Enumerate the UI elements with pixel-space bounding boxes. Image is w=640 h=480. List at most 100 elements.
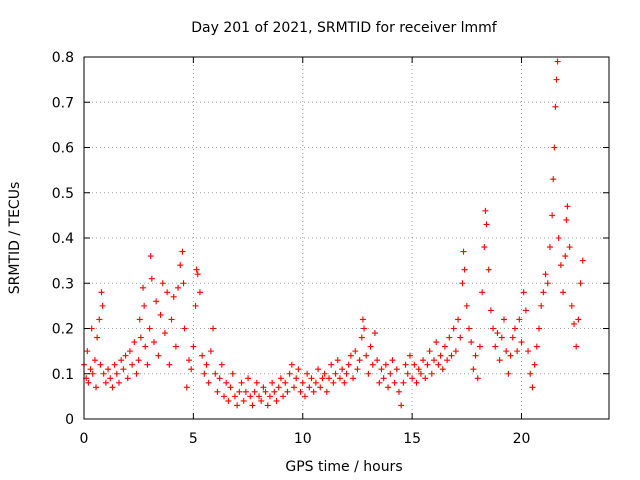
data-point [326,375,332,382]
data-point [216,375,223,382]
data-point [186,357,192,364]
data-point [258,397,265,404]
data-point [137,334,144,341]
y-tick-label: 0.2 [52,322,74,338]
data-point [242,388,249,395]
data-point [511,325,518,332]
data-point [555,235,562,241]
data-point [444,357,451,364]
data-point [286,370,293,377]
x-axis-label: GPS time / hours [285,459,402,475]
data-point [98,289,105,296]
data-point [568,302,575,309]
data-point [369,361,376,368]
data-point [203,361,210,368]
data-point [378,366,385,373]
data-point [227,384,234,391]
data-point [490,325,497,332]
data-point [129,361,136,368]
data-point [527,370,534,377]
data-point [170,293,177,300]
data-point [260,384,267,391]
data-point [332,370,339,377]
data-point [339,366,346,373]
data-point [457,334,464,341]
data-point [97,361,104,368]
data-point [509,334,516,341]
data-point [450,325,457,332]
data-point [323,388,330,395]
data-point [411,361,418,368]
data-point [288,361,295,368]
data-point [94,334,101,341]
data-point [439,366,446,373]
x-tick-label: 15 [403,431,421,447]
data-point [181,325,188,332]
data-point [492,343,499,350]
data-point [155,352,162,359]
data-point [190,343,197,350]
data-point [122,352,129,359]
data-point [96,316,103,323]
data-point [196,289,203,296]
data-point [361,325,367,332]
data-point [328,361,335,368]
data-point [188,366,195,373]
data-point [482,207,489,214]
data-point [540,289,547,296]
data-point [247,393,254,400]
data-point [89,370,96,377]
data-point [126,348,133,355]
data-point [159,280,166,287]
data-point [402,361,409,368]
data-point [426,348,433,355]
data-point [100,370,107,377]
data-point [562,253,569,260]
data-point [192,302,199,309]
data-point [315,366,322,373]
data-point [531,361,538,368]
y-tick-label: 0.8 [52,50,74,66]
data-point [514,348,521,355]
data-point [359,316,366,323]
x-tick-label: 0 [80,431,89,447]
data-point [553,76,560,83]
data-point [573,343,580,350]
data-point [212,370,219,377]
data-point [253,379,260,386]
y-tick-label: 0.4 [52,231,74,247]
data-point [452,348,459,355]
data-point [356,357,363,364]
data-point [483,221,490,228]
data-point [297,388,304,395]
data-point [575,316,582,323]
data-point [557,262,564,269]
data-point [498,334,505,341]
data-point [503,348,510,355]
data-point [538,302,545,309]
data-point [516,316,523,323]
data-point [183,384,190,391]
data-point [446,334,453,341]
data-point [105,366,112,373]
data-point [563,216,570,223]
x-tick-label: 10 [294,431,312,447]
data-point [166,361,173,368]
data-point [529,384,536,391]
data-point [148,275,155,282]
data-point [398,402,405,409]
data-point [571,320,577,327]
data-point [251,388,258,395]
data-point [157,311,164,318]
data-point [374,357,381,364]
data-point [566,244,573,251]
data-point [273,397,280,404]
data-point [295,366,302,373]
data-point [507,352,514,359]
data-point [336,375,343,382]
data-point [179,248,186,255]
data-point [87,366,94,373]
data-point [142,343,149,350]
data-point [485,266,492,273]
data-point [422,375,429,382]
